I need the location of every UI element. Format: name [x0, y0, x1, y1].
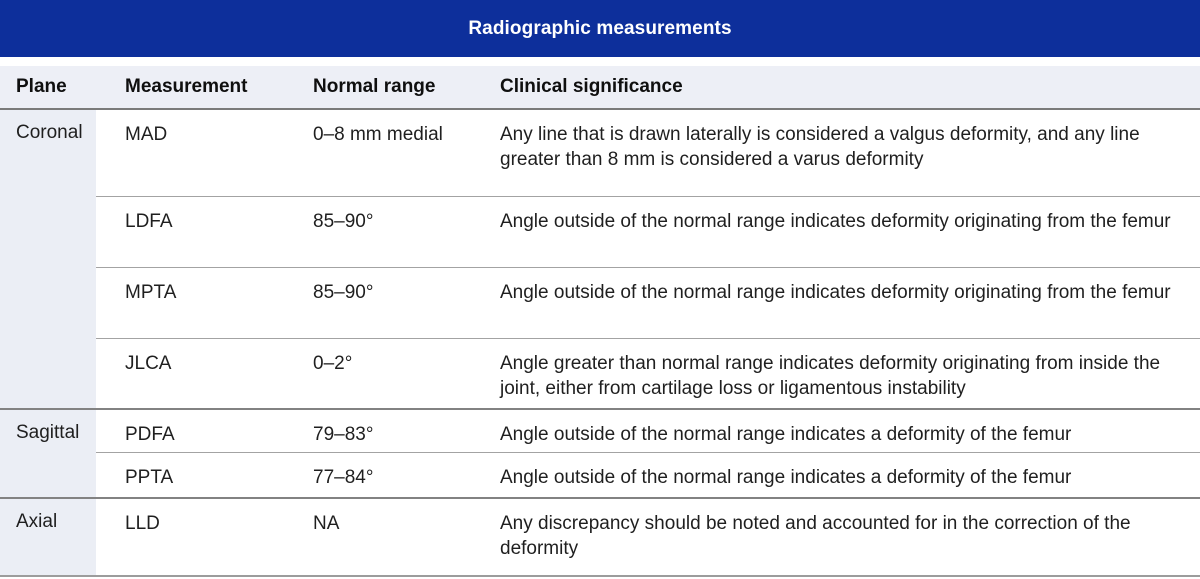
- plane-group-rows: MAD 0–8 mm medial Any line that is drawn…: [96, 110, 1200, 408]
- clinical-significance-cell: Any line that is drawn laterally is cons…: [500, 124, 1140, 170]
- normal-range-cell: 85–90°: [313, 282, 374, 303]
- table-body: Coronal MAD 0–8 mm medial Any line that …: [0, 110, 1200, 577]
- clinical-significance-cell: Any discrepancy should be noted and acco…: [500, 513, 1131, 559]
- clinical-significance-cell: Angle outside of the normal range indica…: [500, 282, 1171, 303]
- table-row: PDFA 79–83° Angle outside of the normal …: [96, 410, 1200, 452]
- plane-label: Axial: [16, 511, 58, 532]
- normal-range-cell: 0–8 mm medial: [313, 124, 443, 145]
- normal-range-cell: 85–90°: [313, 211, 374, 232]
- clinical-significance-cell: Angle outside of the normal range indica…: [500, 467, 1072, 488]
- normal-range-cell: NA: [313, 513, 340, 534]
- clinical-significance-cell: Angle greater than normal range indicate…: [500, 353, 1161, 399]
- title-gap-divider: [0, 57, 1200, 66]
- normal-range-cell: 79–83°: [313, 424, 374, 445]
- measurement-cell: MPTA: [125, 282, 177, 303]
- plane-cell: Coronal: [0, 110, 96, 408]
- column-header-row: Plane Measurement Normal range Clinical …: [0, 66, 1200, 110]
- normal-range-cell: 77–84°: [313, 467, 374, 488]
- table-row: LDFA 85–90° Angle outside of the normal …: [96, 196, 1200, 267]
- plane-cell: Axial: [0, 499, 96, 575]
- table-row: LLD NA Any discrepancy should be noted a…: [96, 499, 1200, 575]
- column-header-measurement: Measurement: [125, 76, 248, 97]
- plane-label: Coronal: [16, 122, 83, 143]
- table-title: Radiographic measurements: [468, 17, 732, 39]
- measurement-cell: MAD: [125, 124, 168, 145]
- plane-group: Coronal MAD 0–8 mm medial Any line that …: [0, 110, 1200, 408]
- measurement-cell: LDFA: [125, 211, 173, 232]
- measurement-cell: PPTA: [125, 467, 174, 488]
- measurement-cell: PDFA: [125, 424, 175, 445]
- table-row: JLCA 0–2° Angle greater than normal rang…: [96, 338, 1200, 408]
- measurement-cell: LLD: [125, 513, 160, 534]
- table-row: MPTA 85–90° Angle outside of the normal …: [96, 267, 1200, 338]
- column-header-normal-range: Normal range: [313, 76, 436, 97]
- plane-label: Sagittal: [16, 422, 80, 443]
- plane-group: Sagittal PDFA 79–83° Angle outside of th…: [0, 408, 1200, 497]
- table-row: MAD 0–8 mm medial Any line that is drawn…: [96, 110, 1200, 196]
- clinical-significance-cell: Angle outside of the normal range indica…: [500, 424, 1072, 445]
- plane-group-rows: PDFA 79–83° Angle outside of the normal …: [96, 410, 1200, 497]
- table-row: PPTA 77–84° Angle outside of the normal …: [96, 452, 1200, 497]
- plane-group: Axial LLD NA Any discrepancy should be n…: [0, 497, 1200, 575]
- column-header-plane: Plane: [16, 76, 67, 97]
- table-title-bar: Radiographic measurements: [0, 0, 1200, 57]
- normal-range-cell: 0–2°: [313, 353, 353, 374]
- clinical-significance-cell: Angle outside of the normal range indica…: [500, 211, 1171, 232]
- measurement-cell: JLCA: [125, 353, 172, 374]
- column-header-clinical-significance: Clinical significance: [500, 76, 683, 97]
- plane-group-rows: LLD NA Any discrepancy should be noted a…: [96, 499, 1200, 575]
- plane-cell: Sagittal: [0, 410, 96, 497]
